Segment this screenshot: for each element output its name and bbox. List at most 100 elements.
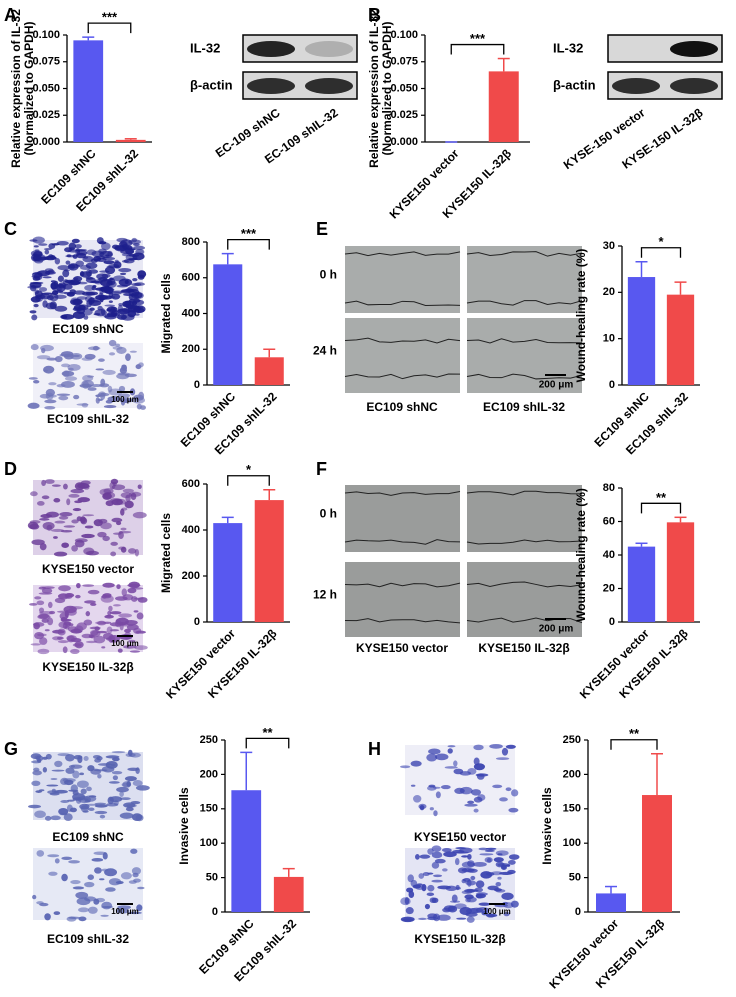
cell-blob [124,776,137,782]
cell-blob [95,397,100,404]
cell-blob [505,787,512,792]
cell-blob [105,760,118,769]
y-tick-label: 0.025 [32,109,60,121]
cell-blob [137,484,142,489]
cell-blob [31,780,41,786]
y-tick-label: 150 [563,803,581,815]
cell-blob [77,755,83,764]
cell-blob [89,626,101,630]
cell-blob [107,396,121,402]
cell-blob [508,859,516,865]
y-tick-label: 600 [182,272,200,284]
cell-blob [68,860,80,864]
cell-blob [58,282,67,289]
cell-blob [427,884,435,892]
cell-blob [125,247,135,255]
cell-blob [97,392,110,397]
cell-blob [136,904,143,912]
cell-blob [91,858,104,862]
cell-blob [129,650,141,653]
cell-blob [92,345,100,351]
cell-blob [433,874,443,878]
cell-blob [118,268,132,273]
cell-blob [38,243,48,246]
cell-blob [75,260,84,267]
bar [666,522,695,622]
y-tick-label: 0.050 [390,82,418,94]
cell-blob [35,755,44,762]
cell-blob [58,808,69,816]
cell-blob [27,402,40,409]
cell-blob [32,622,45,627]
cell-blob [80,484,91,489]
cell-blob [33,303,39,308]
cell-blob [30,643,41,646]
cell-blob [128,239,141,245]
cell-blob [72,277,79,280]
wound-edge [344,373,461,380]
cell-blob [120,527,127,531]
cell-blob [40,344,54,352]
cell-blob [44,629,50,632]
cell-blob [135,364,142,370]
cell-blob [115,908,130,914]
cell-blob [38,607,45,613]
cell-blob [116,786,129,793]
cell-blob [63,483,68,490]
cell-blob [127,304,140,309]
cell-blob [76,780,89,789]
cell-blob [486,913,495,918]
bar [627,277,656,385]
cell-blob [94,309,107,317]
cell-blob [453,760,458,767]
micrograph-caption: EC109 shNC [52,830,124,844]
cell-blob [447,748,453,754]
cell-blob [90,602,97,606]
cell-blob [84,896,97,902]
time-label: 0 h [320,268,337,282]
cell-blob [501,747,509,756]
cell-blob [405,907,414,915]
cell-blob [66,635,75,643]
cell-blob [127,749,133,757]
panel-letter: C [4,219,17,239]
cell-blob [76,252,87,259]
cell-blob [64,779,74,786]
cell-blob [90,280,102,284]
cell-blob [110,551,117,557]
cell-blob [123,399,129,404]
y-tick-label: 100 [563,837,581,849]
significance-label: ** [629,726,640,741]
significance-bracket [227,475,270,486]
y-tick-label: 0.075 [390,56,418,68]
significance-label: * [658,234,664,249]
cell-blob [136,612,144,620]
cell-blob [42,767,48,773]
cell-blob [98,358,105,362]
wound-edge [466,490,583,496]
cell-blob [66,291,75,297]
cell-blob [429,807,434,811]
cell-blob [36,501,45,506]
cell-blob [94,804,108,808]
scale-bar-label: 100 μm [111,395,139,404]
micrograph-caption: EC109 shIL-32 [47,412,129,426]
cell-blob [113,604,121,607]
cell-blob [467,800,475,804]
time-label: 24 h [313,344,337,358]
cell-blob [128,548,137,554]
cell-blob [34,289,40,295]
cell-blob [83,756,89,761]
bar [254,500,284,622]
cell-blob [454,903,467,910]
cell-blob [125,353,131,362]
y-tick-label: 0.000 [390,136,418,148]
cell-blob [121,588,128,597]
micrograph-caption: KYSE150 IL-32β [42,660,133,674]
cell-blob [39,517,50,521]
cell-blob [103,315,110,318]
cell-blob [100,914,109,917]
cell-blob [43,247,52,251]
cell-blob [108,388,123,396]
micrograph-caption: EC109 shIL-32 [47,932,129,946]
